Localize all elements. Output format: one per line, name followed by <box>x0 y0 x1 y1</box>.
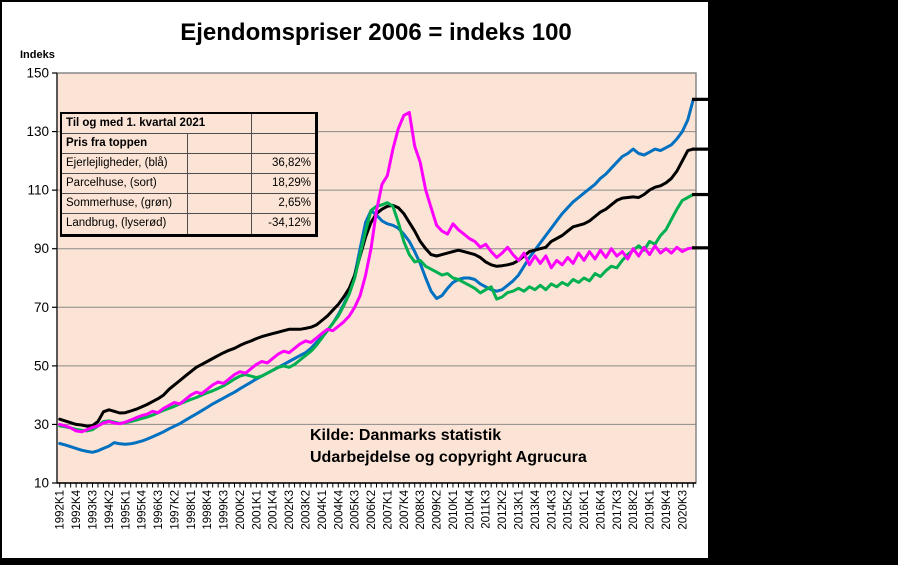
y-axis-tick-label: 10 <box>34 476 49 491</box>
series-label-farmland: Landbrug, (lyserød) <box>66 217 167 229</box>
x-axis-tick-label: 2007K1 <box>382 490 394 530</box>
table-empty-cell <box>187 154 251 173</box>
x-axis-tick-label: 2007K4 <box>399 489 411 529</box>
x-axis-tick-label: 2014K3 <box>546 490 558 530</box>
table-header-empty-cell <box>251 114 315 133</box>
y-axis-tick-label: 50 <box>34 358 49 373</box>
y-axis-tick-label: 150 <box>26 66 49 81</box>
x-axis-tick-label: 2019K1 <box>645 490 657 530</box>
x-axis-tick-label: 2005K3 <box>350 490 362 530</box>
x-axis-tick-label: 1994K2 <box>104 490 116 530</box>
x-axis-tick-label: 1995K1 <box>120 490 132 530</box>
y-axis-tick-label: 130 <box>26 124 49 139</box>
y-axis-tick-label: 70 <box>34 300 49 315</box>
x-axis-tick-label: 1999K3 <box>219 490 231 530</box>
series-value-summerhouses: 2,65% <box>251 194 315 213</box>
page-title: Ejendomspriser 2006 = indeks 100 <box>180 19 572 46</box>
x-axis-tick-label: 2016K4 <box>595 489 607 529</box>
y-axis-tick-label: 90 <box>34 241 49 256</box>
series-value-houses: 18,29% <box>251 174 315 193</box>
series-value-farmland: -34,12% <box>251 214 315 234</box>
x-axis-tick-label: 2020K3 <box>677 490 689 530</box>
series-line-landbrug <box>58 111 695 434</box>
x-axis-tick-label: 2013K1 <box>514 490 526 530</box>
x-axis-tick-label: 2016K1 <box>579 490 591 530</box>
x-axis-tick-label: 1998K1 <box>186 490 198 530</box>
table-empty-cell <box>251 134 315 153</box>
x-axis-tick-label: 2009K2 <box>432 490 444 530</box>
source-note-line2: Udarbejdelse og copyright Agrucura <box>310 449 587 466</box>
x-axis-tick-label: 2018K2 <box>628 490 640 530</box>
y-axis-tick-label: 110 <box>27 183 49 198</box>
x-axis-tick-label: 2011K3 <box>481 490 493 529</box>
x-axis-tick-label: 2012K2 <box>497 490 509 530</box>
table-subheader-row: Pris fra toppen <box>62 134 315 154</box>
x-axis-tick-label: 1998K4 <box>202 489 214 529</box>
x-axis-tick-label: 2001K1 <box>251 490 263 530</box>
table-row: Ejerlejligheder, (blå) 36,82% <box>62 154 315 174</box>
table-header-label: Til og med 1. kvartal 2021 <box>66 117 206 129</box>
x-axis-tick-label: 2003K2 <box>301 490 313 530</box>
table-subheader-label: Pris fra toppen <box>66 137 148 149</box>
x-axis-tick-label: 2019K4 <box>661 489 673 529</box>
x-axis-tick-label: 2002K3 <box>284 490 296 530</box>
x-axis-tick-label: 2010K4 <box>464 489 476 529</box>
table-empty-cell <box>187 134 251 153</box>
series-label-summerhouses: Sommerhuse, (grøn) <box>66 197 173 209</box>
x-axis-tick-label: 1993K3 <box>88 490 100 530</box>
table-empty-cell <box>187 214 251 234</box>
x-axis-tick-label: 2008K3 <box>415 490 427 530</box>
x-axis-tick-label: 1992K1 <box>55 490 67 530</box>
series-value-condos: 36,82% <box>251 154 315 173</box>
x-axis-tick-label: 2004K4 <box>333 489 345 529</box>
table-empty-cell <box>187 174 251 193</box>
table-header-row: Til og med 1. kvartal 2021 <box>62 114 315 134</box>
x-axis-tick-label: 2001K4 <box>268 489 280 529</box>
source-note-line1: Kilde: Danmarks statistik <box>310 427 501 444</box>
x-axis-tick-label: 2004K1 <box>317 490 329 530</box>
x-axis-tick-label: 2017K3 <box>612 490 624 530</box>
x-axis-tick-label: 2000K2 <box>235 490 247 530</box>
table-row: Parcelhuse, (sort) 18,29% <box>62 174 315 194</box>
table-row: Sommerhuse, (grøn) 2,65% <box>62 194 315 214</box>
x-axis-tick-label: 2010K1 <box>448 490 460 530</box>
series-label-condos: Ejerlejligheder, (blå) <box>66 157 168 169</box>
summary-table: Til og med 1. kvartal 2021 Pris fra topp… <box>60 112 318 237</box>
y-axis-unit-label: Indeks <box>20 49 55 61</box>
x-axis-tick-label: 1992K4 <box>71 489 83 529</box>
x-axis-tick-label: 2013K4 <box>530 489 542 529</box>
x-axis-tick-label: 2015K2 <box>563 490 575 530</box>
x-axis-tick-label: 1995K4 <box>137 489 149 529</box>
x-axis-tick-label: 2006K2 <box>366 490 378 530</box>
x-axis-tick-label: 1997K2 <box>169 490 181 530</box>
table-empty-cell <box>187 194 251 213</box>
series-label-houses: Parcelhuse, (sort) <box>66 177 157 189</box>
x-axis-tick-label: 1996K3 <box>153 490 165 530</box>
y-axis-tick-label: 30 <box>34 417 49 432</box>
table-row: Landbrug, (lyserød) -34,12% <box>62 214 315 234</box>
